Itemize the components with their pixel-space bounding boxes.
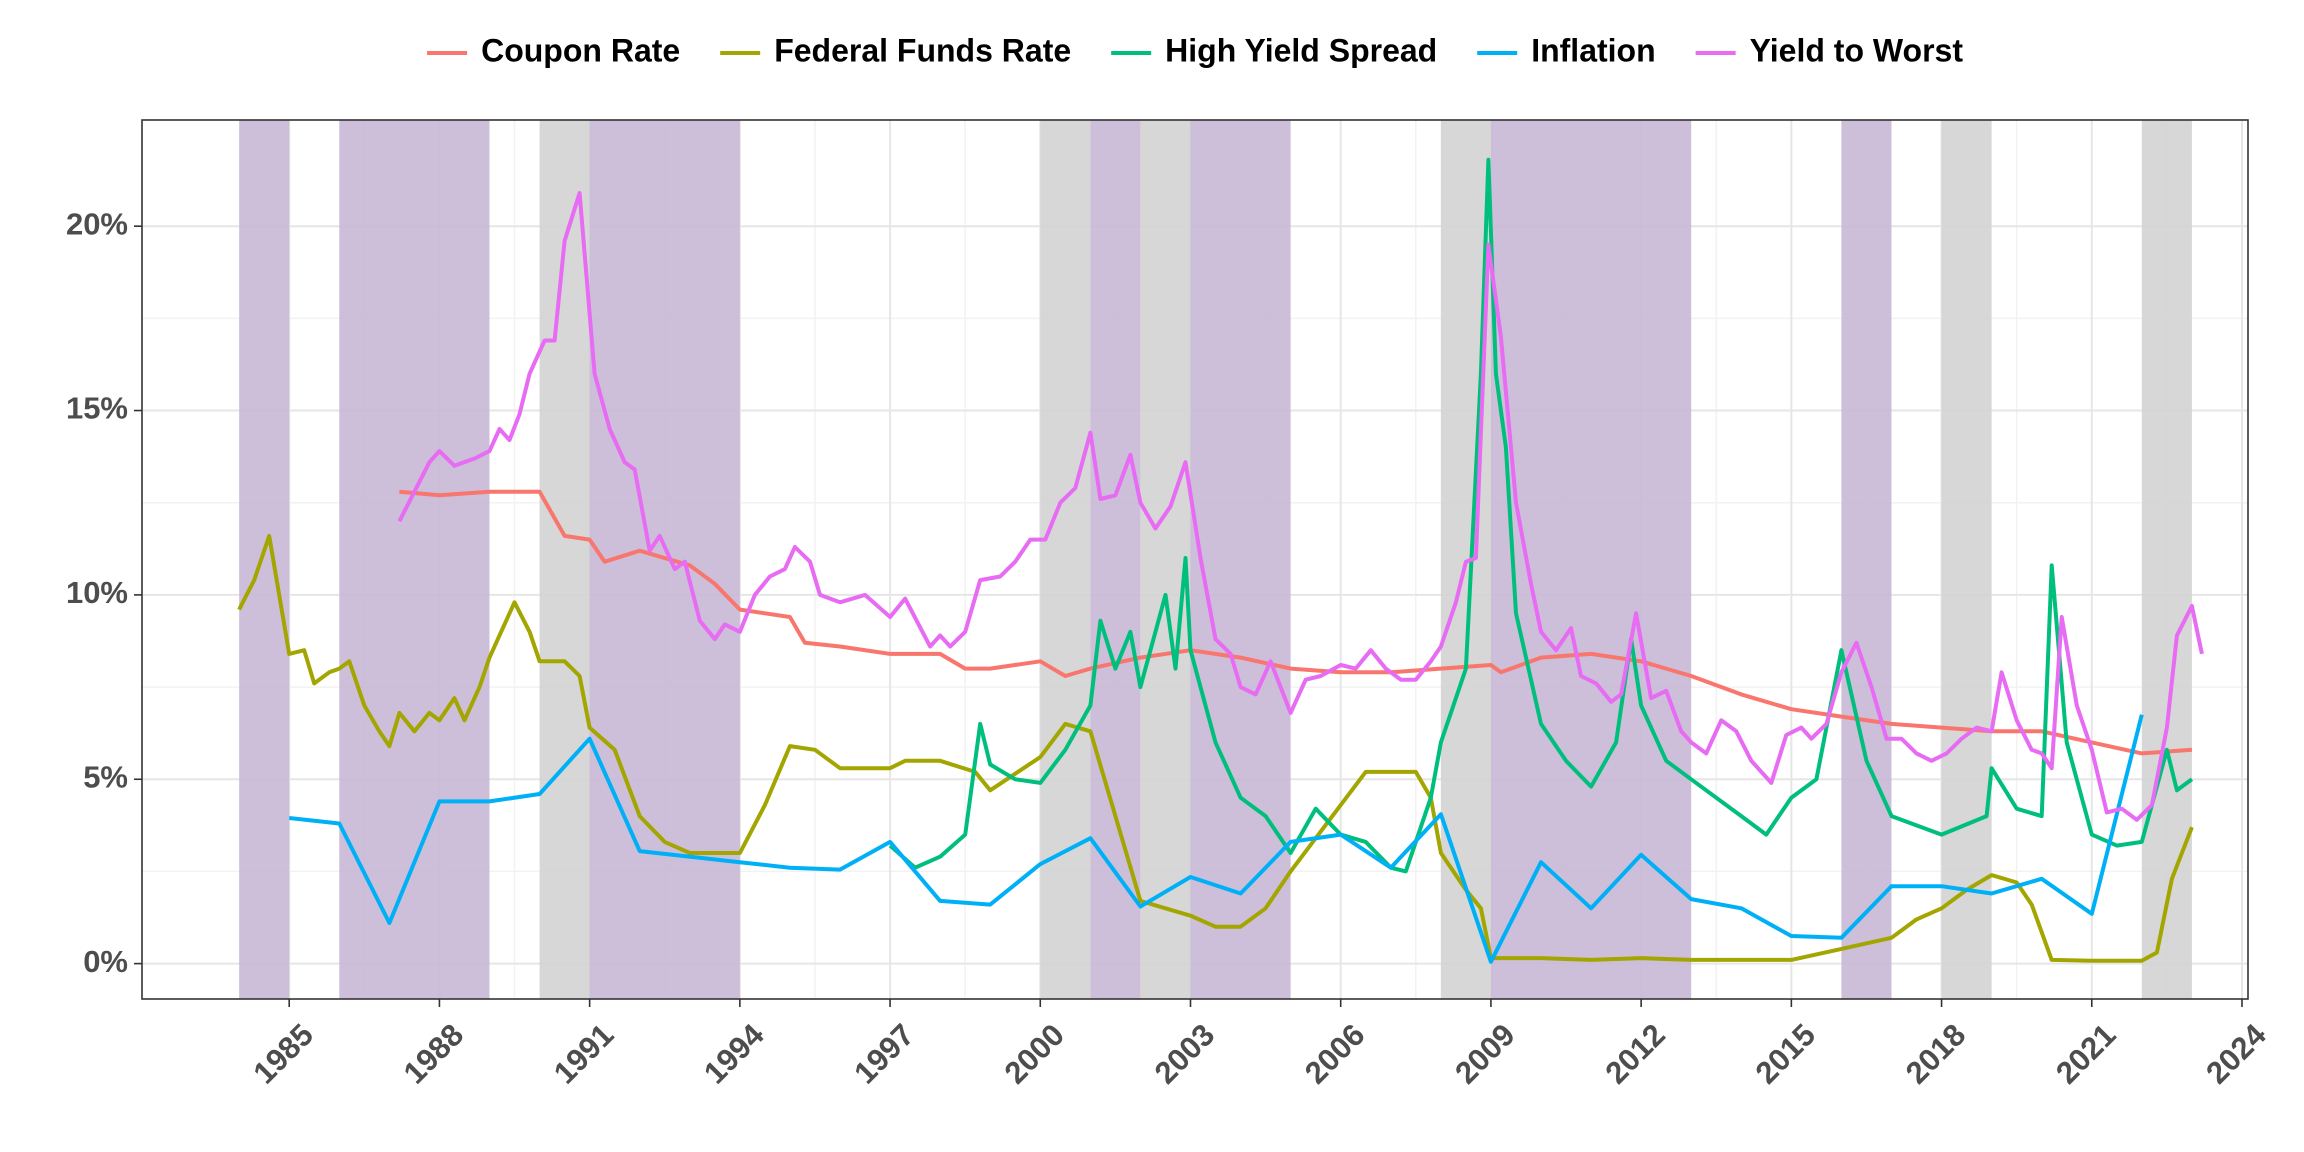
- x-tick-label: 1988: [397, 1017, 471, 1091]
- x-tick-label: 2009: [1448, 1017, 1522, 1091]
- shaded-region: [1440, 120, 1491, 999]
- x-tick-label: 2003: [1148, 1017, 1222, 1091]
- x-tick-label: 1985: [246, 1017, 320, 1091]
- legend-label: Coupon Rate: [481, 32, 680, 68]
- legend-label: Inflation: [1531, 32, 1655, 68]
- legend-label: Yield to Worst: [1750, 32, 1964, 68]
- x-tick-label: 2024: [2199, 1017, 2273, 1091]
- shaded-region: [1941, 120, 1992, 999]
- legend-label: Federal Funds Rate: [774, 32, 1071, 68]
- x-tick-label: 1997: [847, 1017, 921, 1091]
- legend-label: High Yield Spread: [1165, 32, 1437, 68]
- legend: Coupon Rate Federal Funds Rate High Yield …: [427, 32, 1963, 68]
- shaded-region: [1140, 120, 1191, 999]
- x-tick-label: 1994: [697, 1017, 771, 1091]
- x-tick-label: 2015: [1749, 1017, 1823, 1091]
- x-tick-label: 2012: [1598, 1017, 1672, 1091]
- panel-border: [141, 119, 2249, 1000]
- shaded-region: [1841, 120, 1892, 999]
- x-tick-label: 1991: [547, 1017, 621, 1091]
- shaded-region: [539, 120, 590, 999]
- x-tick-label: 2018: [1899, 1017, 1973, 1091]
- x-tick-label: 2006: [1298, 1017, 1372, 1091]
- y-tick-label: 15%: [66, 391, 128, 426]
- shaded-region: [239, 120, 290, 999]
- shaded-region: [1040, 120, 1091, 999]
- shaded-region: [339, 120, 490, 999]
- y-tick-label: 5%: [83, 759, 128, 794]
- shaded-region: [1190, 120, 1291, 999]
- shaded-region: [1490, 120, 1692, 999]
- series-line: [397, 191, 2204, 822]
- y-tick-label: 10%: [66, 575, 128, 610]
- series-line: [288, 714, 2144, 964]
- y-tick-label: 0%: [83, 944, 128, 979]
- series-line: [399, 489, 2193, 756]
- shaded-region: [1090, 120, 1141, 999]
- x-tick-label: 2000: [998, 1017, 1072, 1091]
- series-line: [888, 157, 2194, 874]
- x-tick-label: 2021: [2049, 1017, 2123, 1091]
- shaded-region: [2141, 120, 2192, 999]
- y-tick-label: 20%: [66, 206, 128, 241]
